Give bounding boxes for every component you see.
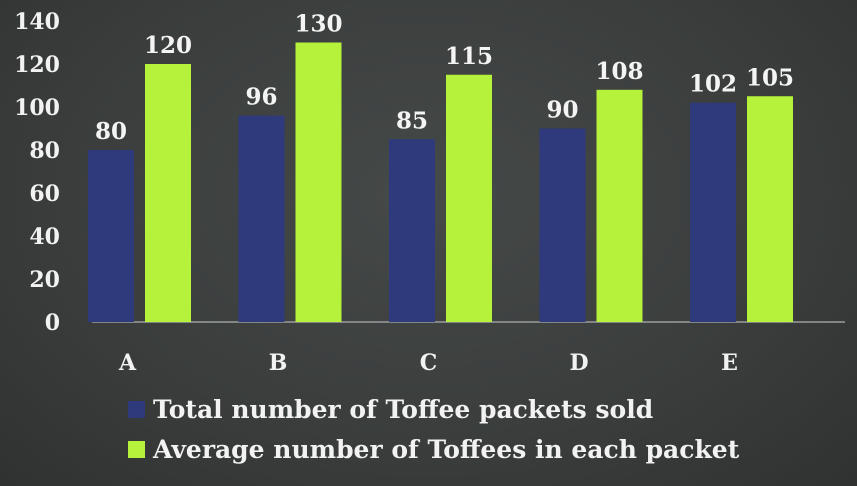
legend-swatch-avg-toffees [128,440,145,458]
data-label-a-series-2: 120 [144,32,192,59]
data-label-c-series-2: 115 [445,43,493,70]
bar-c-series-1 [389,139,435,322]
bar-e-series-1 [690,102,736,322]
y-tick-label: 60 [29,181,60,207]
bars [88,42,793,322]
y-tick-label: 100 [14,95,60,121]
data-label-c-series-1: 85 [396,107,428,134]
category-labels: A B C D E [118,350,738,376]
category-label-c: C [420,350,438,376]
y-axis-ticks: 0 20 40 60 80 100 120 140 [14,9,60,336]
legend-swatch-packets-sold [128,400,145,418]
bar-c-series-2 [446,74,492,322]
legend-item-avg-toffees: Average number of Toffees in each packet [128,432,739,466]
legend-label-avg-toffees: Average number of Toffees in each packet [153,434,740,464]
data-label-d-series-1: 90 [546,97,578,124]
category-label-b: B [269,350,288,376]
data-label-b-series-1: 96 [245,84,277,111]
data-label-a-series-1: 80 [95,118,127,145]
y-tick-label: 20 [29,267,60,293]
category-label-e: E [721,350,738,376]
bar-a-series-2 [145,64,191,322]
legend-label-packets-sold: Total number of Toffee packets sold [153,394,654,424]
y-tick-label: 120 [14,52,60,78]
legend: Total number of Toffee packets sold Aver… [128,392,739,472]
category-label-a: A [118,350,137,376]
legend-item-packets-sold: Total number of Toffee packets sold [128,392,739,426]
bar-e-series-2 [747,96,793,322]
bar-b-series-1 [238,115,285,322]
data-labels: 80 120 96 130 85 115 90 108 102 105 [95,11,794,146]
category-label-d: D [569,350,588,376]
y-tick-label: 80 [29,138,60,164]
bar-b-series-2 [295,42,342,322]
y-tick-label: 40 [29,224,60,250]
bar-a-series-1 [88,150,134,322]
data-label-d-series-2: 108 [595,58,643,85]
bar-d-series-2 [596,89,643,322]
data-label-e-series-2: 105 [746,64,794,91]
y-tick-label: 140 [14,9,60,35]
data-label-b-series-2: 130 [294,11,342,38]
data-label-e-series-1: 102 [689,71,737,98]
y-tick-label: 0 [45,310,60,336]
bar-d-series-1 [539,128,586,322]
